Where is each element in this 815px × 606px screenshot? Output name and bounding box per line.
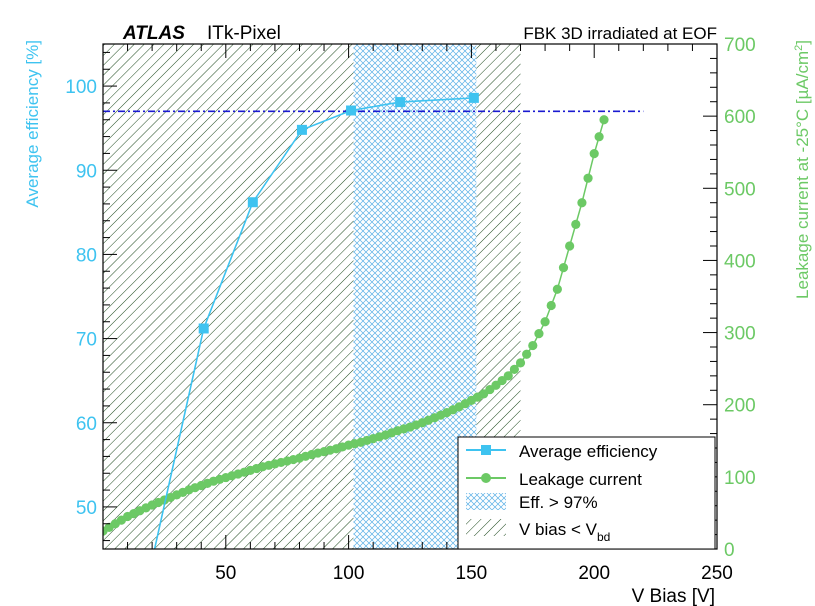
- x-tick-label: 200: [578, 563, 610, 584]
- leakage-point: [540, 317, 550, 327]
- leakage-point: [594, 132, 604, 142]
- leakage-point: [552, 284, 562, 294]
- y-right-tick-label: 700: [724, 35, 756, 56]
- leakage-point: [546, 300, 556, 311]
- y-right-tick-label: 200: [724, 396, 756, 417]
- x-tick-label: 250: [701, 563, 733, 584]
- x-axis-label: V Bias [V]: [632, 586, 715, 606]
- legend-label-eff-region: Eff. > 97%: [519, 493, 598, 512]
- leakage-point: [528, 340, 538, 351]
- y-left-tick-label: 100: [65, 77, 97, 98]
- y-axis-right-label: Leakage current at -25°C [µA/cm2]: [793, 40, 812, 299]
- y-left-tick-label: 90: [76, 161, 97, 182]
- plot-frame: [102, 43, 718, 550]
- y-right-tick-label: 400: [724, 251, 756, 272]
- leakage-point: [565, 241, 575, 251]
- series-average-efficiency: [153, 92, 479, 549]
- legend-swatch-leakage-marker: [481, 473, 491, 483]
- leakage-point: [503, 371, 513, 381]
- efficiency-point: [395, 97, 406, 108]
- legend-swatch-eff-region: [466, 493, 506, 510]
- legend-label-efficiency: Average efficiency: [519, 442, 658, 461]
- chart-subtitle: ITk-Pixel: [207, 23, 281, 44]
- leakage-point: [522, 349, 532, 359]
- efficiency-point: [198, 323, 209, 334]
- leakage-point: [577, 198, 587, 208]
- y-right-tick-label: 500: [724, 179, 756, 200]
- plot-area: [103, 44, 644, 549]
- y-right-tick-label: 0: [724, 540, 735, 561]
- efficiency-point: [247, 197, 258, 208]
- y-right-tick-label: 300: [724, 324, 756, 345]
- y-left-tick-label: 70: [76, 330, 97, 351]
- legend-swatch-vbd-region: [466, 519, 506, 536]
- leakage-point: [558, 263, 569, 273]
- leakage-point: [583, 173, 593, 183]
- y-axis-right: 0 100 200 300 400 500 600 700: [703, 35, 756, 561]
- y-left-tick-label: 80: [76, 245, 97, 266]
- chart-title: FBK 3D irradiated at EOF: [523, 24, 717, 43]
- legend-label-leakage: Leakage current: [519, 470, 642, 489]
- series-leakage-current: [103, 115, 609, 536]
- legend-label-vbd-region: V bias < Vbd: [519, 520, 610, 544]
- efficiency-point: [468, 92, 479, 103]
- leakage-point: [599, 115, 609, 125]
- y-axis-left-label: Average efficiency [%]: [23, 40, 42, 208]
- leakage-point: [515, 358, 526, 368]
- x-tick-label: 50: [215, 563, 236, 584]
- y-right-tick-label: 600: [724, 107, 756, 128]
- legend-swatch-efficiency-marker: [481, 445, 491, 455]
- efficiency-point: [346, 105, 357, 116]
- x-axis: 50 100 150 200 250: [127, 44, 733, 584]
- x-tick-label: 150: [456, 563, 488, 584]
- leakage-point: [534, 329, 544, 339]
- efficiency-point: [296, 124, 307, 135]
- atlas-brand: ATLAS: [122, 23, 185, 44]
- y-left-tick-label: 50: [76, 498, 97, 519]
- legend: Average efficiency Leakage current Eff. …: [457, 436, 716, 550]
- region-eff-above-97: [353, 44, 477, 549]
- y-axis-left: 50 60 70 80 90 100: [65, 51, 117, 542]
- y-left-tick-label: 60: [76, 414, 97, 435]
- y-right-tick-label: 100: [724, 468, 756, 489]
- x-tick-label: 100: [333, 563, 365, 584]
- leakage-point: [589, 149, 599, 159]
- leakage-point: [571, 219, 581, 229]
- leakage-point: [509, 364, 519, 374]
